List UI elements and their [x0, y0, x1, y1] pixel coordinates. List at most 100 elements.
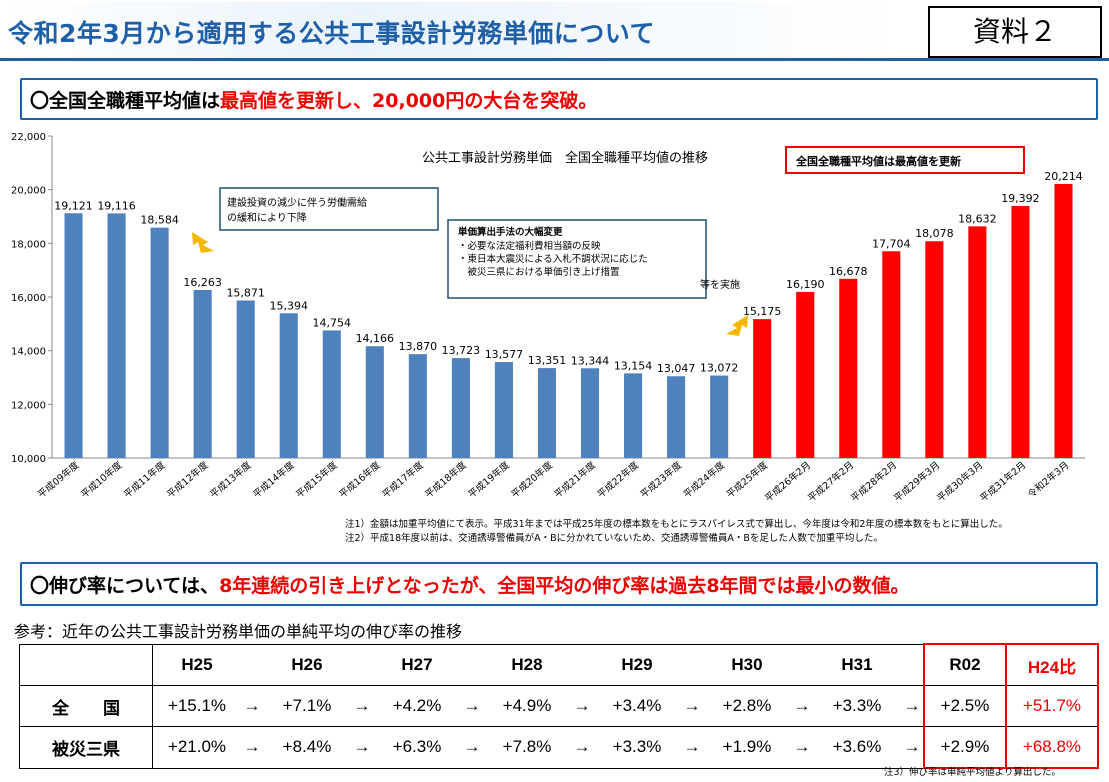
x-tick-label: 平成30年3月: [935, 459, 986, 504]
bar: [968, 226, 987, 458]
rate-cell: +4.2%: [373, 685, 461, 727]
table-note-3: 注3）伸び率は単純平均値より算出した。: [884, 767, 1061, 778]
y-tick-label: 22,000: [11, 132, 46, 143]
table-row-national: 全 国 +15.1% → +7.1% → +4.2% → +4.9% → +3.…: [19, 685, 1099, 727]
reference-caption: 参考：近年の公共工事設計労務単価の単純平均の伸び率の推移: [14, 622, 463, 641]
arrow-cell: →: [681, 726, 703, 769]
bar-value-label: 20,214: [1044, 170, 1083, 183]
bar: [537, 368, 557, 458]
header-bar: [0, 2, 900, 62]
arrow-spacer: [351, 643, 373, 686]
rate-cell-h24-ratio: +68.8%: [1005, 726, 1099, 769]
header: 令和2年3月から適用する公共工事設計労務単価について 資料２: [0, 0, 1109, 66]
callout-2-tail: 等を実施: [700, 278, 740, 291]
bar: [107, 213, 126, 458]
table-row-disaster-prefectures: 被災三県 +21.0% → +8.4% → +6.3% → +7.8% → +3…: [19, 726, 1099, 769]
rate-cell: +2.8%: [703, 685, 791, 727]
x-tick-label: 平成21年度: [552, 459, 598, 501]
summary-2-prefix: 〇伸び率については、: [30, 575, 220, 597]
arrow-cell: →: [461, 685, 483, 727]
bar-value-label: 15,175: [743, 305, 782, 318]
rate-cell: +7.8%: [483, 726, 571, 769]
arrow-cell: →: [901, 685, 924, 727]
callout-1-arrow: [192, 232, 214, 253]
callout-2-title: 単価算出手法の大幅変更: [458, 226, 563, 238]
bar: [236, 300, 255, 458]
header-cell: H26: [263, 643, 351, 686]
callout-2-box: [447, 219, 707, 299]
bar-value-label: 18,078: [915, 227, 954, 240]
callout-2-line: 被災三県における単価引き上げ措置: [458, 266, 620, 278]
bar: [322, 330, 341, 458]
callout-2-line: ・東日本大震災による入札不調状況に応じた: [458, 253, 648, 265]
callout-3-box: [785, 146, 1025, 174]
y-tick-label: 16,000: [11, 293, 46, 304]
y-tick-label: 14,000: [11, 347, 46, 358]
x-tick-label: 平成18年度: [423, 459, 469, 501]
arrow-spacer: [901, 643, 924, 686]
x-tick-label: 平成13年度: [208, 459, 254, 501]
rate-cell: +7.1%: [263, 685, 351, 727]
row-label: 全 国: [19, 685, 153, 727]
y-tick-label: 18,000: [11, 239, 46, 250]
bar-value-label: 13,344: [571, 354, 610, 367]
bar: [193, 289, 212, 458]
x-tick-label: 平成23年度: [638, 459, 684, 501]
bar: [580, 368, 600, 458]
table-header-row: H25 H26 H27 H28 H29 H30 H31 R02 H24比: [19, 643, 1099, 686]
x-tick-label: 平成12年度: [164, 459, 210, 501]
x-tick-label: 平成11年度: [121, 459, 167, 501]
arrow-cell: →: [791, 726, 813, 769]
header-cell: H29: [593, 643, 681, 686]
bar-value-label: 16,678: [829, 265, 868, 278]
rate-cell-r02: +2.5%: [923, 685, 1007, 727]
bar-value-label: 13,577: [485, 348, 524, 361]
arrow-cell: →: [241, 726, 263, 769]
x-tick-label: 平成20年度: [509, 459, 555, 501]
x-tick-label: 平成26年2月: [762, 459, 813, 504]
arrow-cell: →: [461, 726, 483, 769]
header-cell-h24-ratio: H24比: [1005, 643, 1099, 686]
arrow-spacer: [791, 643, 813, 686]
bar-value-label: 13,723: [442, 344, 481, 357]
bar-value-label: 19,121: [54, 199, 93, 212]
rate-cell: +3.3%: [813, 685, 901, 727]
table-corner-cell: [19, 643, 153, 686]
rate-cell: +6.3%: [373, 726, 461, 769]
arrow-cell: →: [681, 685, 703, 727]
x-tick-label: 令和2年3月: [1025, 459, 1071, 500]
arrow-cell: →: [241, 685, 263, 727]
chart-note-2: 注2）平成18年度以前は、交通誘導警備員がA・Bに分かれていないため、交通誘導警…: [345, 533, 883, 544]
rate-cell: +21.0%: [152, 726, 241, 769]
callout-2-arrow: [726, 315, 748, 336]
bar-value-label: 16,190: [786, 278, 825, 291]
bar: [796, 291, 815, 458]
bar: [624, 373, 643, 458]
rate-cell: +3.6%: [813, 726, 901, 769]
header-cell: H27: [373, 643, 461, 686]
x-tick-label: 平成24年度: [681, 459, 727, 501]
x-tick-label: 平成10年度: [78, 459, 124, 501]
bar-value-label: 15,394: [269, 299, 308, 312]
header-cell: H31: [813, 643, 901, 686]
y-tick-label: 10,000: [11, 454, 46, 465]
arrow-cell: →: [571, 726, 593, 769]
bar: [710, 375, 729, 458]
x-tick-label: 平成28年2月: [849, 459, 900, 504]
x-tick-label: 平成14年度: [251, 459, 297, 501]
document-badge: 資料２: [928, 6, 1102, 58]
rate-cell: +3.4%: [593, 685, 681, 727]
bar: [1011, 205, 1030, 458]
bar: [925, 241, 944, 458]
x-tick-label: 平成31年2月: [978, 459, 1029, 504]
bar-value-label: 13,047: [657, 362, 696, 375]
callout-2-line: ・必要な法定福利費相当額の反映: [458, 240, 601, 252]
bar-value-label: 13,870: [399, 340, 438, 353]
x-tick-label: 平成22年度: [595, 459, 641, 501]
arrow-cell: →: [791, 685, 813, 727]
wage-trend-chart: 10,000 12,000 14,000 16,000 18,000 20,000 22,0…: [11, 132, 1085, 504]
x-tick-label: 平成09年度: [35, 459, 81, 501]
bar-value-label: 14,754: [313, 316, 352, 329]
bar: [451, 358, 470, 458]
chart-note-1: 注1）金額は加重平均値にて表示。平成31年までは平成25年度の標本数をもとにラス…: [345, 519, 1008, 530]
